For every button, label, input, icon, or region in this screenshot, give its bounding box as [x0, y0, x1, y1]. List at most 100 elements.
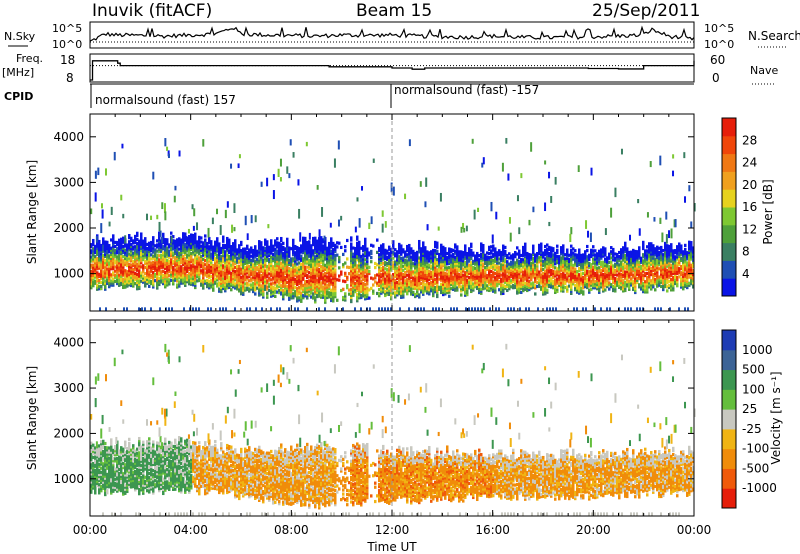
range-cell [414, 276, 417, 280]
range-cell [128, 275, 131, 279]
range-cell [304, 288, 307, 292]
range-cell [580, 259, 583, 264]
range-cell [268, 284, 271, 288]
range-cell [272, 285, 275, 289]
range-cell [464, 248, 467, 252]
range-cell [182, 240, 185, 244]
range-cell [114, 275, 117, 279]
range-cell [198, 274, 201, 279]
range-cell [128, 236, 131, 240]
range-cell [454, 261, 457, 266]
range-cell [262, 266, 265, 270]
range-cell [262, 281, 265, 285]
range-cell [530, 263, 533, 267]
range-cell [444, 261, 447, 265]
range-cell [202, 284, 205, 288]
range-cell [322, 289, 325, 293]
range-cell [462, 281, 465, 286]
range-cell [502, 287, 505, 291]
range-cell [280, 292, 283, 296]
range-cell [426, 262, 429, 266]
range-cell [342, 252, 345, 257]
range-cell [230, 273, 233, 277]
range-cell [214, 265, 217, 269]
range-cell [186, 255, 189, 259]
range-cell [274, 270, 277, 274]
range-cell [208, 257, 211, 261]
range-cell [196, 260, 199, 265]
range-cell [370, 286, 373, 290]
range-cell [274, 266, 277, 270]
range-cell [378, 261, 381, 265]
range-cell [406, 259, 409, 263]
range-cell [356, 235, 359, 239]
range-cell [234, 282, 237, 286]
range-cell [522, 274, 525, 278]
range-cell [168, 278, 171, 282]
range-cell [398, 285, 401, 290]
range-cell [142, 258, 145, 262]
range-cell [258, 258, 261, 262]
range-cell [434, 271, 437, 275]
range-cell [452, 265, 455, 269]
range-cell [182, 242, 185, 246]
range-cell [314, 267, 317, 271]
range-cell [196, 244, 199, 248]
range-cell [248, 256, 251, 260]
range-cell [312, 277, 315, 282]
range-cell [376, 250, 379, 255]
range-cell [194, 273, 197, 277]
range-cell [426, 250, 429, 254]
range-cell [578, 285, 581, 289]
range-cell [288, 269, 291, 273]
range-cell [256, 266, 259, 270]
range-cell [396, 258, 399, 262]
range-cell [464, 273, 467, 277]
range-cell [258, 293, 261, 297]
range-cell [524, 275, 527, 279]
range-cell [588, 278, 591, 282]
range-cell [118, 267, 121, 271]
range-cell [570, 281, 573, 285]
range-cell [576, 263, 579, 268]
range-cell [260, 251, 263, 255]
range-cell [470, 279, 473, 283]
range-cell [398, 275, 401, 279]
range-cell [274, 274, 277, 278]
range-cell [442, 256, 445, 260]
range-cell [278, 266, 281, 270]
range-cell [144, 284, 147, 288]
range-cell [328, 248, 331, 252]
range-cell [286, 254, 289, 258]
range-cell [300, 281, 303, 285]
range-cell [408, 266, 411, 270]
range-cell [398, 269, 401, 273]
range-cell [480, 273, 483, 277]
range-cell [444, 277, 447, 282]
range-cell [98, 272, 101, 276]
range-cell [496, 251, 499, 255]
range-cell [354, 261, 357, 265]
range-cell [198, 250, 201, 254]
range-cell [236, 266, 239, 270]
range-cell [454, 245, 457, 249]
range-cell [120, 249, 123, 254]
range-cell [98, 256, 101, 260]
range-cell [516, 283, 519, 287]
range-cell [160, 276, 163, 280]
range-cell [170, 278, 173, 282]
range-cell [508, 268, 511, 272]
range-cell [266, 268, 269, 273]
range-cell [468, 249, 471, 253]
range-cell [384, 267, 387, 271]
range-cell [162, 251, 165, 255]
range-cell [132, 272, 135, 276]
range-cell [330, 255, 333, 259]
range-cell [122, 240, 125, 244]
range-cell [566, 285, 569, 289]
range-cell [408, 270, 411, 274]
range-cell [168, 251, 171, 255]
range-cell [190, 260, 193, 264]
range-cell [190, 239, 193, 243]
range-cell [534, 259, 537, 263]
